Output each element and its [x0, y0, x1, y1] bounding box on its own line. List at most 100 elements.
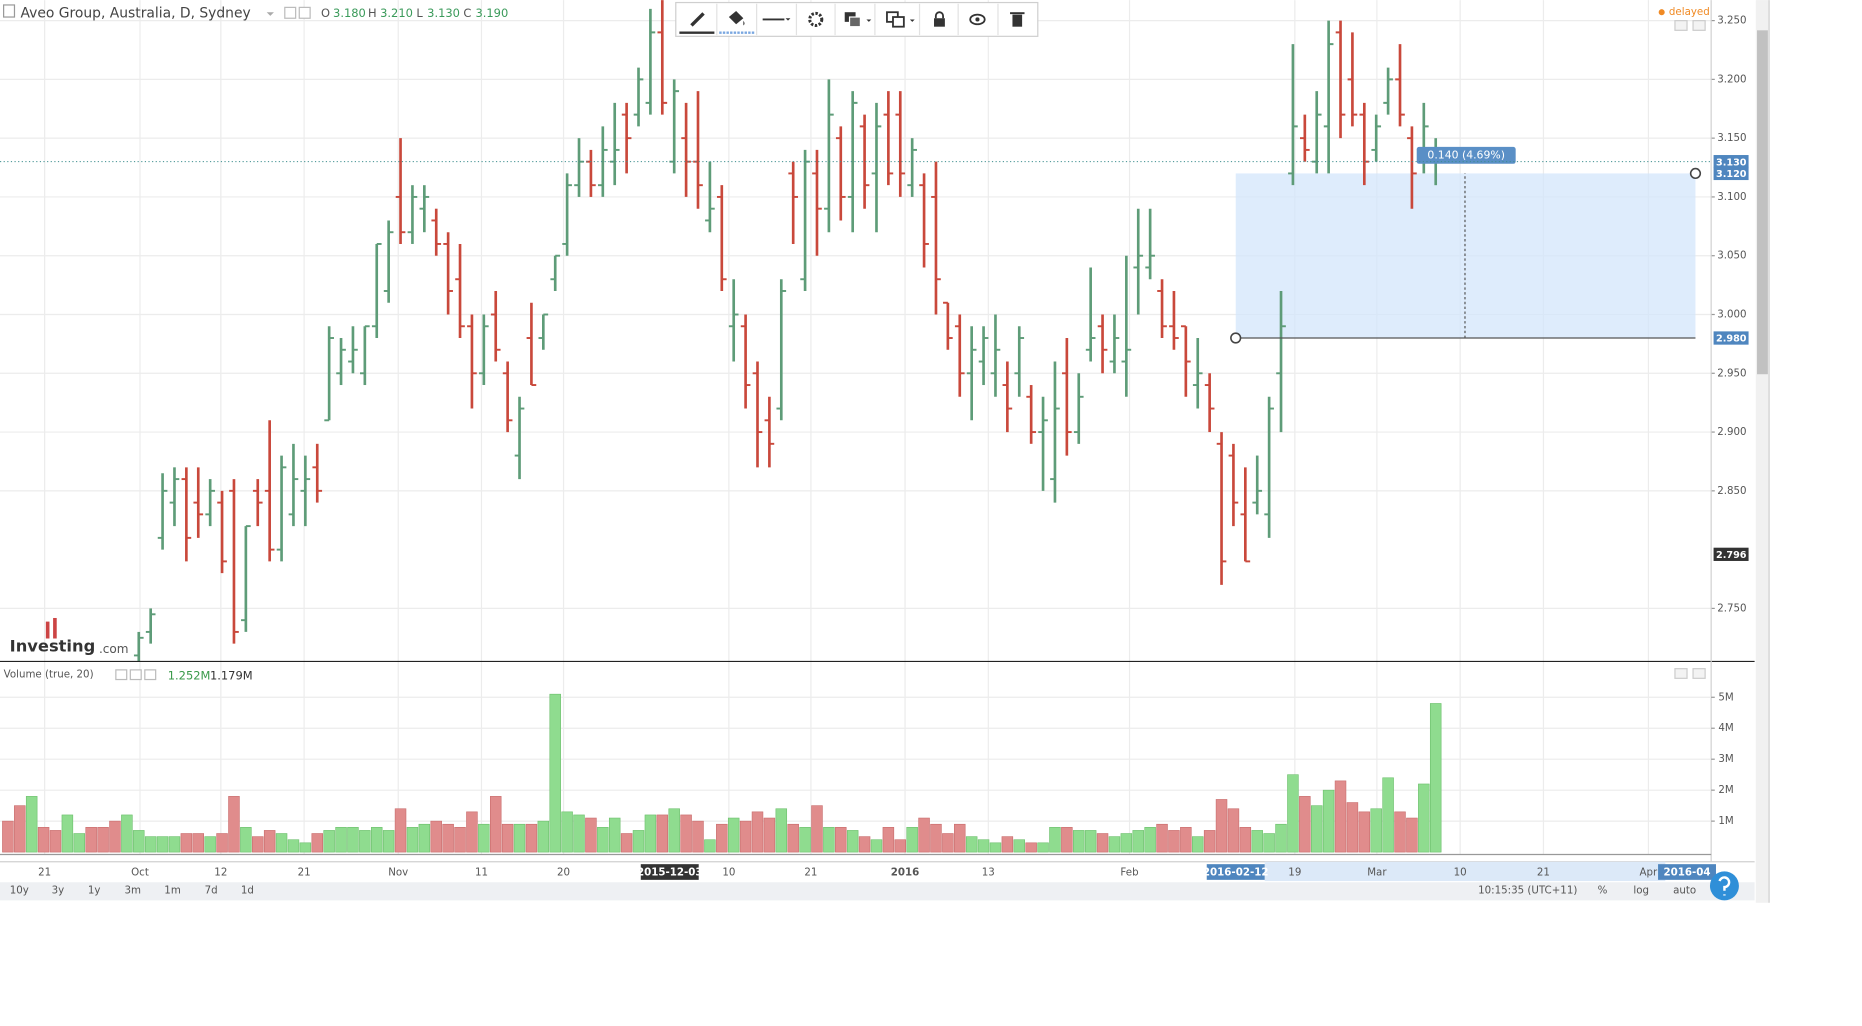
range-button[interactable]: 1d	[241, 885, 254, 897]
volume-bar	[1001, 836, 1014, 853]
layers-icon	[848, 16, 862, 28]
pane-control[interactable]	[1674, 20, 1688, 31]
volume-bar	[1310, 805, 1323, 853]
price-marker	[1713, 155, 1749, 169]
clock: 10:15:35 (UTC+11)	[1478, 885, 1577, 897]
eye-icon	[969, 13, 986, 26]
lock-icon	[934, 18, 945, 27]
volume-bar	[942, 833, 954, 853]
volume-bar	[73, 833, 86, 853]
volume-y-tick-label: 5M	[1718, 691, 1733, 703]
volume-bar	[1144, 827, 1156, 853]
volume-bar	[168, 836, 181, 853]
x-tick-label: 2016	[891, 867, 920, 879]
header-control[interactable]	[298, 6, 311, 19]
pane-control[interactable]	[129, 669, 142, 681]
auto-toggle[interactable]: auto	[1673, 885, 1696, 897]
volume-bar	[371, 827, 383, 853]
x-tick-label: Nov	[388, 867, 408, 879]
volume-bar	[240, 827, 252, 853]
eye-pupil	[975, 17, 980, 22]
volume-bar	[811, 805, 823, 853]
volume-bar	[501, 823, 514, 853]
time-label-box	[1206, 864, 1265, 880]
x-tick-label: Apr	[1640, 867, 1659, 879]
status-dot	[1658, 9, 1665, 16]
volume-bar	[1418, 783, 1430, 853]
measure-handle[interactable]	[1230, 332, 1242, 344]
price-marker	[1713, 547, 1749, 561]
price-marker-label: 2.980	[1716, 334, 1747, 345]
pane-control[interactable]	[144, 669, 157, 681]
volume-bar	[1322, 789, 1335, 853]
volume-bar	[406, 827, 419, 853]
volume-bar	[466, 811, 478, 853]
header-control[interactable]	[284, 6, 297, 19]
time-highlight-label: 2016-04	[1663, 867, 1710, 879]
measure-label: 0.140 (4.69%)	[1427, 148, 1505, 161]
volume-bar	[930, 823, 942, 853]
symbol-dropdown[interactable]	[266, 12, 274, 16]
volume-bar	[608, 817, 621, 853]
x-tick-label: 21	[804, 867, 817, 879]
ohlc-readout: 3.190	[475, 6, 508, 20]
x-tick-label: 20	[557, 867, 570, 879]
log-toggle[interactable]: log	[1633, 885, 1649, 897]
x-tick-label: 12	[214, 867, 227, 879]
volume-bar	[739, 820, 752, 853]
pane-control[interactable]	[1692, 668, 1706, 679]
volume-bar	[716, 823, 728, 853]
volume-bar	[585, 817, 597, 853]
volume-bar	[763, 817, 776, 853]
volume-bar	[1025, 842, 1037, 853]
range-button[interactable]: 3y	[52, 885, 65, 897]
range-button[interactable]: 10y	[10, 885, 29, 897]
volume-bar	[1239, 827, 1252, 853]
volume-bar	[1429, 703, 1442, 853]
volume-bar	[25, 796, 38, 853]
price-marker-label: 2.796	[1716, 550, 1747, 561]
volume-bar	[1203, 830, 1216, 853]
percent-toggle[interactable]: %	[1598, 885, 1608, 897]
measure-handle[interactable]	[1689, 167, 1702, 180]
toolbar-button[interactable]	[796, 3, 836, 36]
status-label: delayed	[1669, 6, 1710, 18]
volume-bar	[263, 830, 276, 853]
scrollbar-thumb[interactable]	[1757, 30, 1768, 375]
volume-bar	[846, 830, 859, 853]
volume-bar	[335, 827, 347, 853]
volume-bar	[478, 823, 490, 853]
volume-bar	[192, 833, 204, 853]
volume-bar	[144, 836, 157, 853]
volume-bar	[133, 830, 145, 853]
volume-bar	[1180, 827, 1192, 853]
range-button[interactable]: 1y	[88, 885, 101, 897]
logo-suffix: .com	[99, 642, 129, 656]
bottom-bar	[0, 882, 1755, 901]
volume-bar	[61, 814, 74, 853]
volume-bar	[620, 833, 633, 853]
range-button[interactable]: 1m	[164, 885, 181, 897]
range-button[interactable]: 3m	[124, 885, 141, 897]
pane-control[interactable]	[115, 669, 128, 681]
range-button[interactable]: 7d	[205, 885, 218, 897]
volume-bar	[287, 839, 300, 853]
volume-bar	[1061, 827, 1073, 853]
pane-control[interactable]	[1674, 668, 1688, 679]
volume-bar	[489, 796, 502, 853]
volume-bar	[1370, 808, 1382, 853]
volume-bar	[632, 830, 645, 853]
volume-bar	[835, 827, 847, 853]
volume-bar	[97, 827, 109, 853]
volume-bar	[954, 823, 966, 853]
ohlc-readout: O	[321, 6, 330, 20]
pane-control[interactable]	[1692, 20, 1706, 31]
volume-bar	[1394, 811, 1406, 853]
y-tick-label: 2.950	[1717, 367, 1746, 379]
logo-mark	[45, 621, 50, 639]
time-highlight-label: 2015-12-03	[637, 867, 703, 879]
volume-bar	[323, 830, 335, 853]
volume-y-tick-label: 2M	[1718, 784, 1733, 796]
